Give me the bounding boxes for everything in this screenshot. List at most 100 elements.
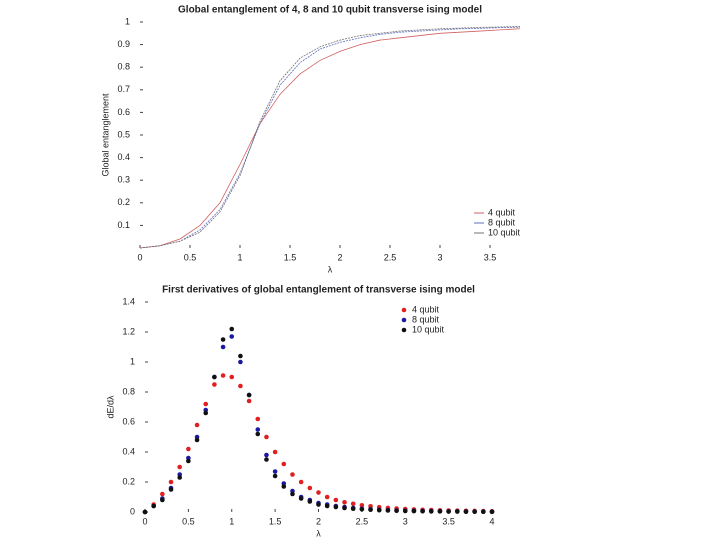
point: [411, 508, 417, 514]
point: [212, 382, 217, 387]
point: [298, 496, 304, 501]
point: [238, 353, 243, 359]
point: [255, 431, 261, 437]
x-tick-label: 3: [437, 252, 442, 262]
point: [307, 485, 313, 491]
legend-label: 4 qubit: [412, 304, 440, 314]
x-tick-label: 1: [237, 252, 242, 262]
point: [376, 507, 382, 513]
point: [220, 344, 226, 350]
x-tick-label: 3.5: [484, 252, 497, 262]
x-tick-label: 4: [489, 516, 494, 526]
point: [255, 427, 261, 432]
point: [428, 509, 434, 514]
point: [168, 487, 174, 492]
point: [316, 502, 321, 507]
y-tick-label: 0.9: [117, 39, 130, 49]
point: [455, 509, 460, 514]
point: [142, 509, 148, 515]
point: [446, 509, 451, 514]
point: [220, 337, 226, 342]
x-tick-label: 3.5: [442, 516, 455, 526]
point: [350, 501, 356, 507]
point: [350, 506, 356, 512]
y-tick-label: 0.4: [122, 446, 135, 456]
point: [238, 383, 243, 389]
point: [238, 359, 243, 365]
y-tick-label: 0: [130, 506, 135, 516]
point: [272, 473, 278, 479]
point: [333, 497, 339, 503]
x-tick-label: 3: [403, 516, 408, 526]
point: [281, 484, 287, 489]
y-tick-label: 0.8: [122, 386, 135, 396]
point: [333, 504, 339, 510]
point: [220, 373, 226, 378]
x-tick-label: 0.5: [182, 516, 195, 526]
y-tick-label: 1.4: [122, 296, 135, 306]
chart-title: Global entanglement of 4, 8 and 10 qubit…: [178, 5, 482, 16]
legend-swatch: [401, 327, 407, 333]
point: [229, 326, 235, 332]
legend-swatch: [401, 307, 407, 313]
point: [420, 508, 425, 514]
line: [139, 26, 521, 249]
point: [463, 509, 469, 514]
point: [168, 479, 174, 485]
point: [290, 472, 295, 477]
y-tick-label: 0.8: [117, 62, 130, 72]
point: [290, 491, 295, 497]
legend-label: 10 qubit: [488, 227, 521, 237]
legend-label: 8 qubit: [488, 217, 516, 227]
legend-label: 8 qubit: [412, 314, 440, 324]
x-tick-label: 1.5: [284, 252, 297, 262]
legend-label: 10 qubit: [412, 324, 445, 334]
x-tick-label: 2.5: [356, 516, 369, 526]
y-tick-label: 1: [125, 16, 130, 26]
point: [281, 461, 287, 467]
y-tick-label: 1.2: [122, 326, 135, 336]
y-tick-label: 0.4: [117, 152, 130, 162]
legend-swatch: [401, 317, 407, 323]
point: [194, 422, 200, 428]
point: [212, 374, 217, 380]
point: [264, 452, 269, 458]
point: [489, 509, 495, 515]
y-tick-label: 0.6: [117, 107, 130, 117]
point: [160, 497, 165, 503]
point: [203, 401, 209, 407]
y-axis-label: Global entanglement: [100, 93, 110, 177]
point: [264, 457, 269, 462]
y-axis-label: dE/dλ: [105, 395, 115, 419]
point: [203, 410, 209, 416]
point: [186, 458, 191, 464]
point: [229, 374, 235, 380]
y-tick-label: 0.2: [117, 197, 130, 207]
point: [324, 503, 330, 509]
point: [255, 416, 261, 422]
point: [194, 437, 200, 443]
point: [342, 499, 347, 505]
point: [186, 446, 191, 452]
point: [246, 392, 252, 398]
x-axis-label: λ: [316, 528, 321, 538]
y-tick-label: 0.2: [122, 476, 135, 486]
x-tick-label: 0: [142, 516, 147, 526]
point: [160, 491, 165, 497]
y-tick-label: 0.7: [117, 84, 130, 94]
point: [298, 479, 304, 485]
point: [402, 508, 408, 514]
x-tick-label: 1: [229, 516, 234, 526]
x-tick-label: 0: [137, 252, 142, 262]
point: [472, 509, 477, 514]
x-tick-label: 2: [337, 252, 342, 262]
y-tick-label: 0.6: [122, 416, 135, 426]
point: [246, 398, 252, 404]
chart-title: First derivatives of global entanglement…: [162, 285, 475, 296]
point: [151, 503, 156, 509]
x-tick-label: 1.5: [269, 516, 282, 526]
x-axis-label: λ: [328, 264, 333, 274]
point: [324, 494, 330, 500]
point: [394, 508, 399, 514]
